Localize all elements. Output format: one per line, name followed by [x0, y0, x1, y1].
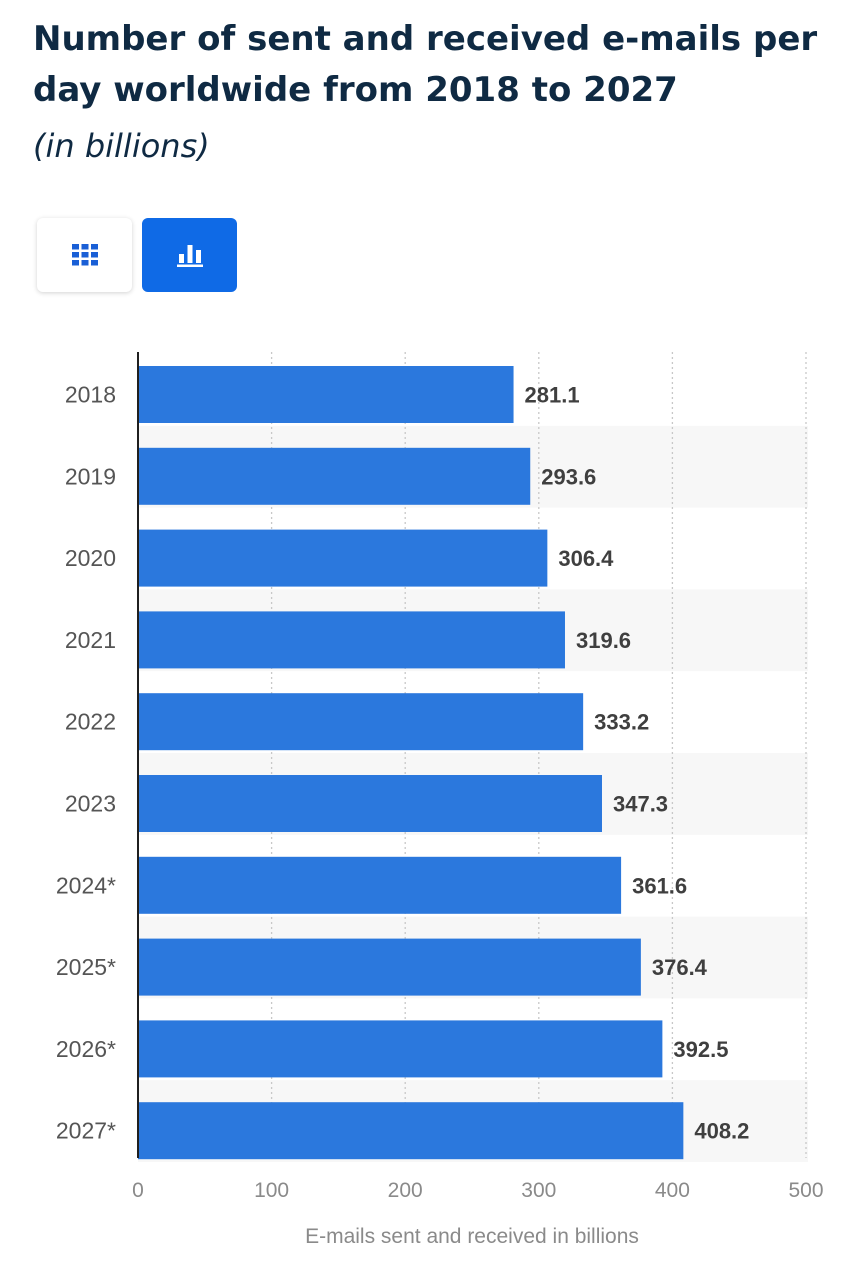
x-tick-label: 200	[388, 1179, 423, 1202]
bar[interactable]	[138, 693, 584, 751]
x-tick-label: 400	[655, 1179, 690, 1202]
category-label: 2025*	[56, 954, 116, 980]
bar[interactable]	[138, 529, 548, 587]
category-label: 2022	[65, 709, 116, 735]
data-label: 347.3	[613, 792, 668, 817]
data-label: 293.6	[541, 464, 596, 489]
bar[interactable]	[138, 938, 641, 996]
category-label: 2026*	[56, 1036, 116, 1062]
category-label: 2019	[65, 463, 116, 489]
bar[interactable]	[138, 1020, 663, 1078]
category-label: 2024*	[56, 872, 116, 898]
data-label: 281.1	[525, 383, 580, 408]
x-tick-label: 300	[521, 1179, 556, 1202]
bar-chart-icon	[176, 243, 203, 267]
chart-title: Number of sent and received e-mails per …	[33, 19, 818, 110]
chart-canvas: 2018 281.1 2019 293.6 2020 306.4 2021 319.6 2022…	[56, 352, 824, 1248]
chart-subtitle: (in billions)	[33, 127, 210, 165]
x-axis-title: E-mails sent and received in billions	[305, 1225, 639, 1248]
data-label: 361.6	[632, 873, 687, 898]
bar[interactable]	[138, 447, 531, 505]
data-label: 376.4	[652, 955, 708, 980]
bar[interactable]	[138, 856, 622, 914]
x-tick-label: 500	[788, 1179, 823, 1202]
table-grid-icon	[71, 244, 98, 266]
category-label: 2021	[65, 627, 116, 653]
category-label: 2020	[65, 545, 116, 571]
bar[interactable]	[138, 611, 565, 669]
category-label: 2023	[65, 791, 116, 817]
category-label: 2027*	[56, 1118, 116, 1144]
data-label: 306.4	[558, 546, 614, 571]
bar[interactable]	[138, 1102, 684, 1160]
x-tick-label: 0	[132, 1179, 144, 1202]
chart-view-button[interactable]	[142, 218, 237, 292]
x-tick-label: 100	[254, 1179, 289, 1202]
data-label: 392.5	[673, 1037, 728, 1062]
table-view-button[interactable]	[37, 218, 132, 292]
bar[interactable]	[138, 366, 514, 423]
data-label: 333.2	[594, 710, 649, 735]
data-label: 319.6	[576, 628, 631, 653]
data-label: 408.2	[694, 1119, 749, 1144]
category-label: 2018	[65, 382, 116, 408]
bar-chart: 2018 281.1 2019 293.6 2020 306.4 2021 319.6 2022…	[0, 340, 849, 1280]
bar[interactable]	[138, 775, 602, 832]
